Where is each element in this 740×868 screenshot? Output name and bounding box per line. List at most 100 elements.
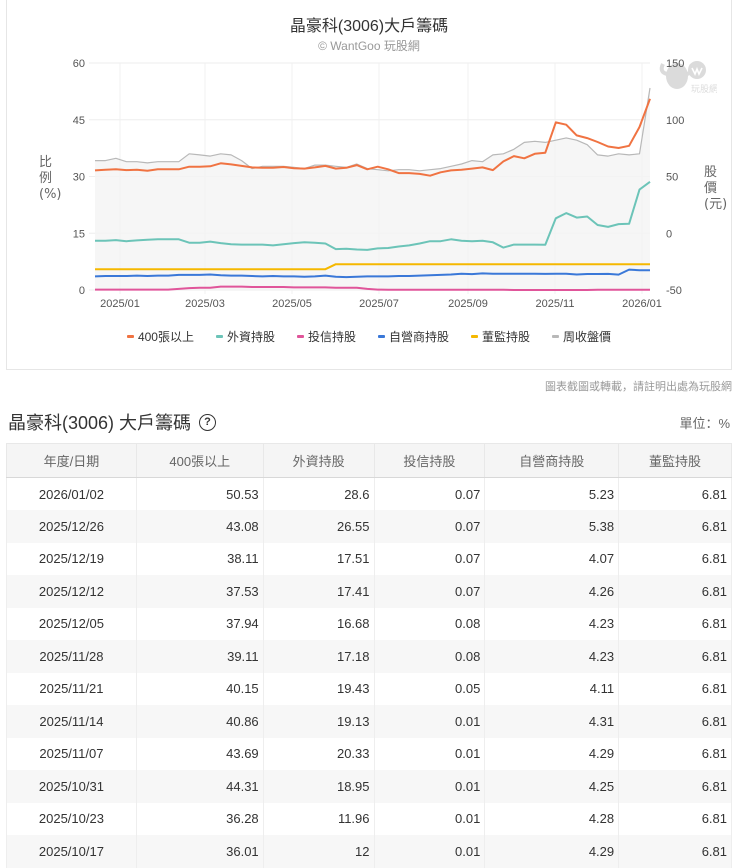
series-line[interactable] <box>95 263 650 271</box>
column-header-dealer: 自營商持股 <box>484 443 620 478</box>
column-header-date: 年度/日期 <box>6 443 137 478</box>
cell-value: 0.01 <box>373 737 486 770</box>
cell-date: 2025/12/19 <box>6 542 137 575</box>
column-header-directors: 董監持股 <box>618 443 732 478</box>
table-row: 2025/12/19 38.11 17.51 0.07 4.07 6.81 <box>6 542 732 575</box>
help-icon[interactable]: ? <box>199 413 217 431</box>
svg-text:玩股網: 玩股網 <box>691 83 717 95</box>
legend-item-dealer[interactable]: 自營商持股 <box>378 328 449 345</box>
cell-date: 2025/10/17 <box>6 835 137 868</box>
cell-value: 6.81 <box>618 640 732 673</box>
table-row: 2026/01/02 50.53 28.6 0.07 5.23 6.81 <box>6 477 732 510</box>
legend-item-directors[interactable]: 董監持股 <box>471 328 530 345</box>
wantgoo-watermark-icon: 玩股網 <box>659 61 717 95</box>
left-axis-tick: 60 <box>73 58 85 70</box>
cell-value: 17.51 <box>262 542 375 575</box>
section-title: 晶豪科(3006) 大戶籌碼 ? <box>8 409 217 435</box>
series-line[interactable] <box>94 268 650 279</box>
series-line[interactable] <box>95 180 651 251</box>
cell-value: 28.6 <box>262 477 375 510</box>
unit-label: 單位：% <box>679 416 730 431</box>
chart-subtitle: © WantGoo 玩股網 <box>318 39 420 53</box>
table-row: 2025/11/14 40.86 19.13 0.01 4.31 6.81 <box>6 705 732 738</box>
series-line[interactable] <box>95 285 650 291</box>
cell-date: 2025/12/05 <box>6 607 137 640</box>
cell-value: 16.68 <box>262 607 375 640</box>
cell-value: 0.07 <box>373 477 486 510</box>
left-axis-tick: 45 <box>73 115 85 127</box>
cell-value: 0.08 <box>373 607 486 640</box>
cell-date: 2025/11/21 <box>6 672 137 705</box>
line-chart: 0 15 30 45 60 -50 0 50 100 150 2025/01 2025/03 2025/… <box>39 58 727 310</box>
cell-value: 36.01 <box>135 835 264 868</box>
cell-value: 6.81 <box>618 835 732 868</box>
table-title: 晶豪科(3006) 大戶籌碼 <box>8 413 192 433</box>
x-axis-tick: 2025/09 <box>448 298 488 310</box>
legend-swatch <box>296 335 304 338</box>
table-row: 2025/11/21 40.15 19.43 0.05 4.11 6.81 <box>6 672 732 705</box>
table-row: 2025/11/28 39.11 17.18 0.08 4.23 6.81 <box>6 640 732 673</box>
cell-value: 50.53 <box>135 477 264 510</box>
series-line[interactable] <box>94 98 651 177</box>
cell-value: 17.41 <box>262 575 375 608</box>
x-axis-tick: 2026/01 <box>622 298 662 310</box>
legend-swatch <box>215 335 223 338</box>
right-axis-tick: 100 <box>666 115 684 127</box>
legend-swatch <box>552 335 560 338</box>
legend-label: 周收盤價 <box>563 330 612 344</box>
x-axis-tick: 2025/01 <box>100 298 140 310</box>
left-axis-tick: 30 <box>73 172 85 184</box>
cell-value: 40.86 <box>135 705 264 738</box>
cell-value: 11.96 <box>262 802 375 835</box>
legend-label: 外資持股 <box>226 330 275 344</box>
cell-date: 2025/12/12 <box>6 575 137 608</box>
cell-value: 0.01 <box>373 802 486 835</box>
right-axis-tick: -50 <box>666 285 682 297</box>
copyright-notice: 圖表截圖或轉載，請註明出處為玩股網 <box>545 381 732 393</box>
x-axis-tick: 2025/11 <box>536 298 575 310</box>
left-axis-tick: 15 <box>73 228 85 240</box>
cell-value: 0.01 <box>373 705 486 738</box>
legend-item-400[interactable]: 400張以上 <box>126 328 194 345</box>
cell-date: 2025/11/14 <box>6 705 137 738</box>
table-row: 2025/12/05 37.94 16.68 0.08 4.23 6.81 <box>6 607 732 640</box>
column-header-foreign: 外資持股 <box>262 443 375 478</box>
cell-value: 4.31 <box>484 705 620 738</box>
cell-value: 0.08 <box>373 640 486 673</box>
legend-label: 400張以上 <box>137 330 194 344</box>
cell-value: 20.33 <box>262 737 375 770</box>
cell-value: 0.07 <box>373 542 486 575</box>
legend-item-foreign[interactable]: 外資持股 <box>215 328 275 345</box>
cell-value: 5.38 <box>484 510 620 543</box>
cell-date: 2025/12/26 <box>6 510 137 543</box>
cell-value: 39.11 <box>135 640 264 673</box>
x-axis-tick: 2025/03 <box>185 298 225 310</box>
table-row: 2025/10/23 36.28 11.96 0.01 4.28 6.81 <box>6 802 732 835</box>
cell-value: 6.81 <box>618 705 732 738</box>
legend-item-trust[interactable]: 投信持股 <box>296 328 356 345</box>
cell-value: 6.81 <box>618 672 732 705</box>
legend-item-close-price[interactable]: 周收盤價 <box>552 328 611 345</box>
cell-value: 19.13 <box>262 705 375 738</box>
cell-value: 6.81 <box>618 770 732 803</box>
cell-value: 0.01 <box>373 835 486 868</box>
cell-value: 37.94 <box>135 607 264 640</box>
table-header-row: 年度/日期 400張以上 外資持股 投信持股 自營商持股 董監持股 <box>6 443 732 478</box>
cell-value: 4.11 <box>484 672 620 705</box>
cell-date: 2026/01/02 <box>6 477 137 510</box>
cell-value: 18.95 <box>262 770 375 803</box>
table-row: 2025/12/12 37.53 17.41 0.07 4.26 6.81 <box>6 575 732 608</box>
series-line[interactable] <box>95 87 651 172</box>
legend-label: 投信持股 <box>307 330 356 344</box>
cell-value: 4.23 <box>484 607 620 640</box>
cell-value: 4.25 <box>484 770 620 803</box>
price-area <box>95 88 650 290</box>
cell-value: 0.01 <box>373 770 486 803</box>
table-row: 2025/11/07 43.69 20.33 0.01 4.29 6.81 <box>6 737 732 770</box>
holdings-table: 年度/日期 400張以上 外資持股 投信持股 自營商持股 董監持股 2026/0… <box>6 443 732 868</box>
legend-label: 董監持股 <box>482 330 531 344</box>
legend-label: 自營商持股 <box>389 330 450 344</box>
left-axis-title: 比例(%) <box>39 155 62 202</box>
cell-value: 0.07 <box>373 575 486 608</box>
cell-value: 6.81 <box>618 477 732 510</box>
